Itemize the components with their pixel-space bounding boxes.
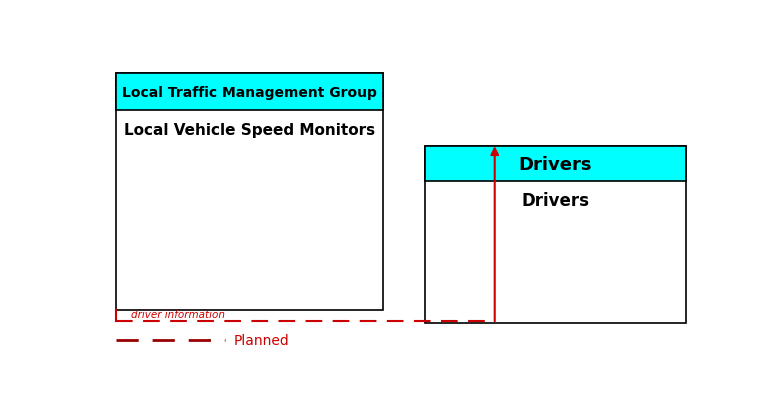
Text: Drivers: Drivers (522, 192, 590, 210)
Text: Planned: Planned (234, 333, 290, 347)
Text: Local Traffic Management Group: Local Traffic Management Group (122, 85, 377, 99)
Text: driver information: driver information (131, 309, 225, 319)
Bar (425, 147, 686, 182)
Bar (116, 74, 382, 111)
Text: Drivers: Drivers (518, 155, 592, 173)
Bar (116, 74, 382, 310)
Bar (425, 147, 686, 182)
Bar (425, 147, 686, 323)
Bar (116, 74, 382, 111)
Text: Local Vehicle Speed Monitors: Local Vehicle Speed Monitors (124, 122, 375, 137)
